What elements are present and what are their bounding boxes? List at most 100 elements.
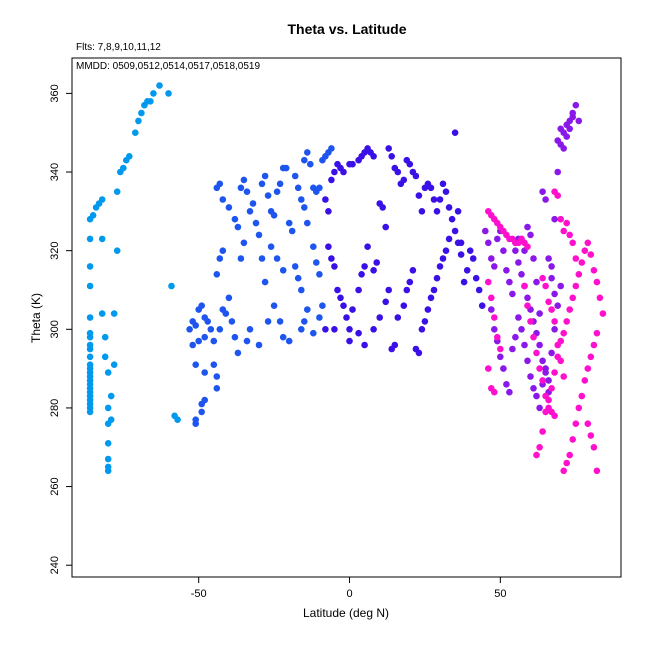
data-point [282,164,290,172]
data-point [536,444,543,451]
chart-title: Theta vs. Latitude [287,21,406,37]
data-point [488,294,495,302]
data-point [195,337,202,345]
data-point [349,306,356,313]
data-point [539,357,546,365]
data-point [569,113,576,121]
data-point [355,286,362,294]
data-point [198,302,205,310]
data-point [86,314,94,321]
data-point [104,404,112,412]
data-point [566,125,573,133]
data-point [219,247,227,254]
data-point [566,231,573,239]
data-point [328,255,335,262]
data-point [216,326,224,333]
plot-area-frame [71,57,622,578]
data-point [331,263,338,270]
data-point [491,314,498,321]
y-tick-label: 360 [49,84,61,102]
data-point [310,243,317,250]
data-point [192,420,199,428]
data-point [433,274,441,282]
data-point [563,318,570,325]
data-point [346,337,353,345]
data-point [436,263,444,270]
data-point [488,255,495,262]
data-point [285,337,293,345]
data-point [415,192,423,199]
data-point [575,404,583,412]
data-point [294,184,302,192]
data-point [524,243,531,250]
data-point [132,129,139,136]
data-point [210,361,218,369]
data-point [542,369,549,376]
data-point [590,267,598,274]
data-point [536,404,543,412]
data-point [285,219,293,227]
data-point [551,290,558,298]
data-point [361,341,368,349]
data-point [337,294,344,302]
data-point [138,109,145,117]
data-point [400,176,408,184]
data-point [539,274,546,282]
data-point [524,302,531,310]
data-point [298,196,305,203]
data-point [506,278,513,286]
data-point [530,385,537,392]
data-point [509,290,516,298]
data-point [189,341,196,349]
data-point [249,200,257,207]
data-point [460,278,468,286]
data-point [563,219,570,227]
data-point [533,349,540,357]
data-point [267,243,275,250]
data-point [524,294,531,302]
data-point [110,361,118,369]
data-point [454,208,462,215]
data-point [237,255,245,262]
data-point [328,176,335,184]
data-point [246,208,254,215]
data-point [316,271,323,278]
data-point [536,341,543,349]
data-point [86,353,94,361]
data-point [418,208,426,215]
data-point [551,369,558,376]
data-point [319,302,326,310]
data-point [201,369,208,376]
data-point [207,326,215,333]
data-point [563,459,570,467]
data-point [509,345,516,353]
data-point [542,196,549,203]
data-point [301,156,308,164]
data-point [539,377,546,384]
data-point [445,235,453,243]
y-tick-label: 240 [49,556,61,574]
data-point [439,180,447,188]
data-point [554,192,561,199]
data-point [379,204,387,211]
data-point [466,247,474,254]
data-point [545,255,552,262]
data-point [457,251,465,258]
data-point [213,385,221,392]
data-point [192,361,199,369]
data-point [445,204,453,211]
data-point [587,251,595,258]
x-tick-label: 0 [346,588,352,600]
data-point [343,314,350,321]
data-point [557,215,564,223]
data-point [560,373,567,380]
data-point [304,149,311,156]
data-point [421,318,429,325]
data-point [120,164,127,172]
data-point [174,416,181,424]
data-point [168,282,175,290]
data-point [497,345,504,353]
data-point [107,392,115,400]
